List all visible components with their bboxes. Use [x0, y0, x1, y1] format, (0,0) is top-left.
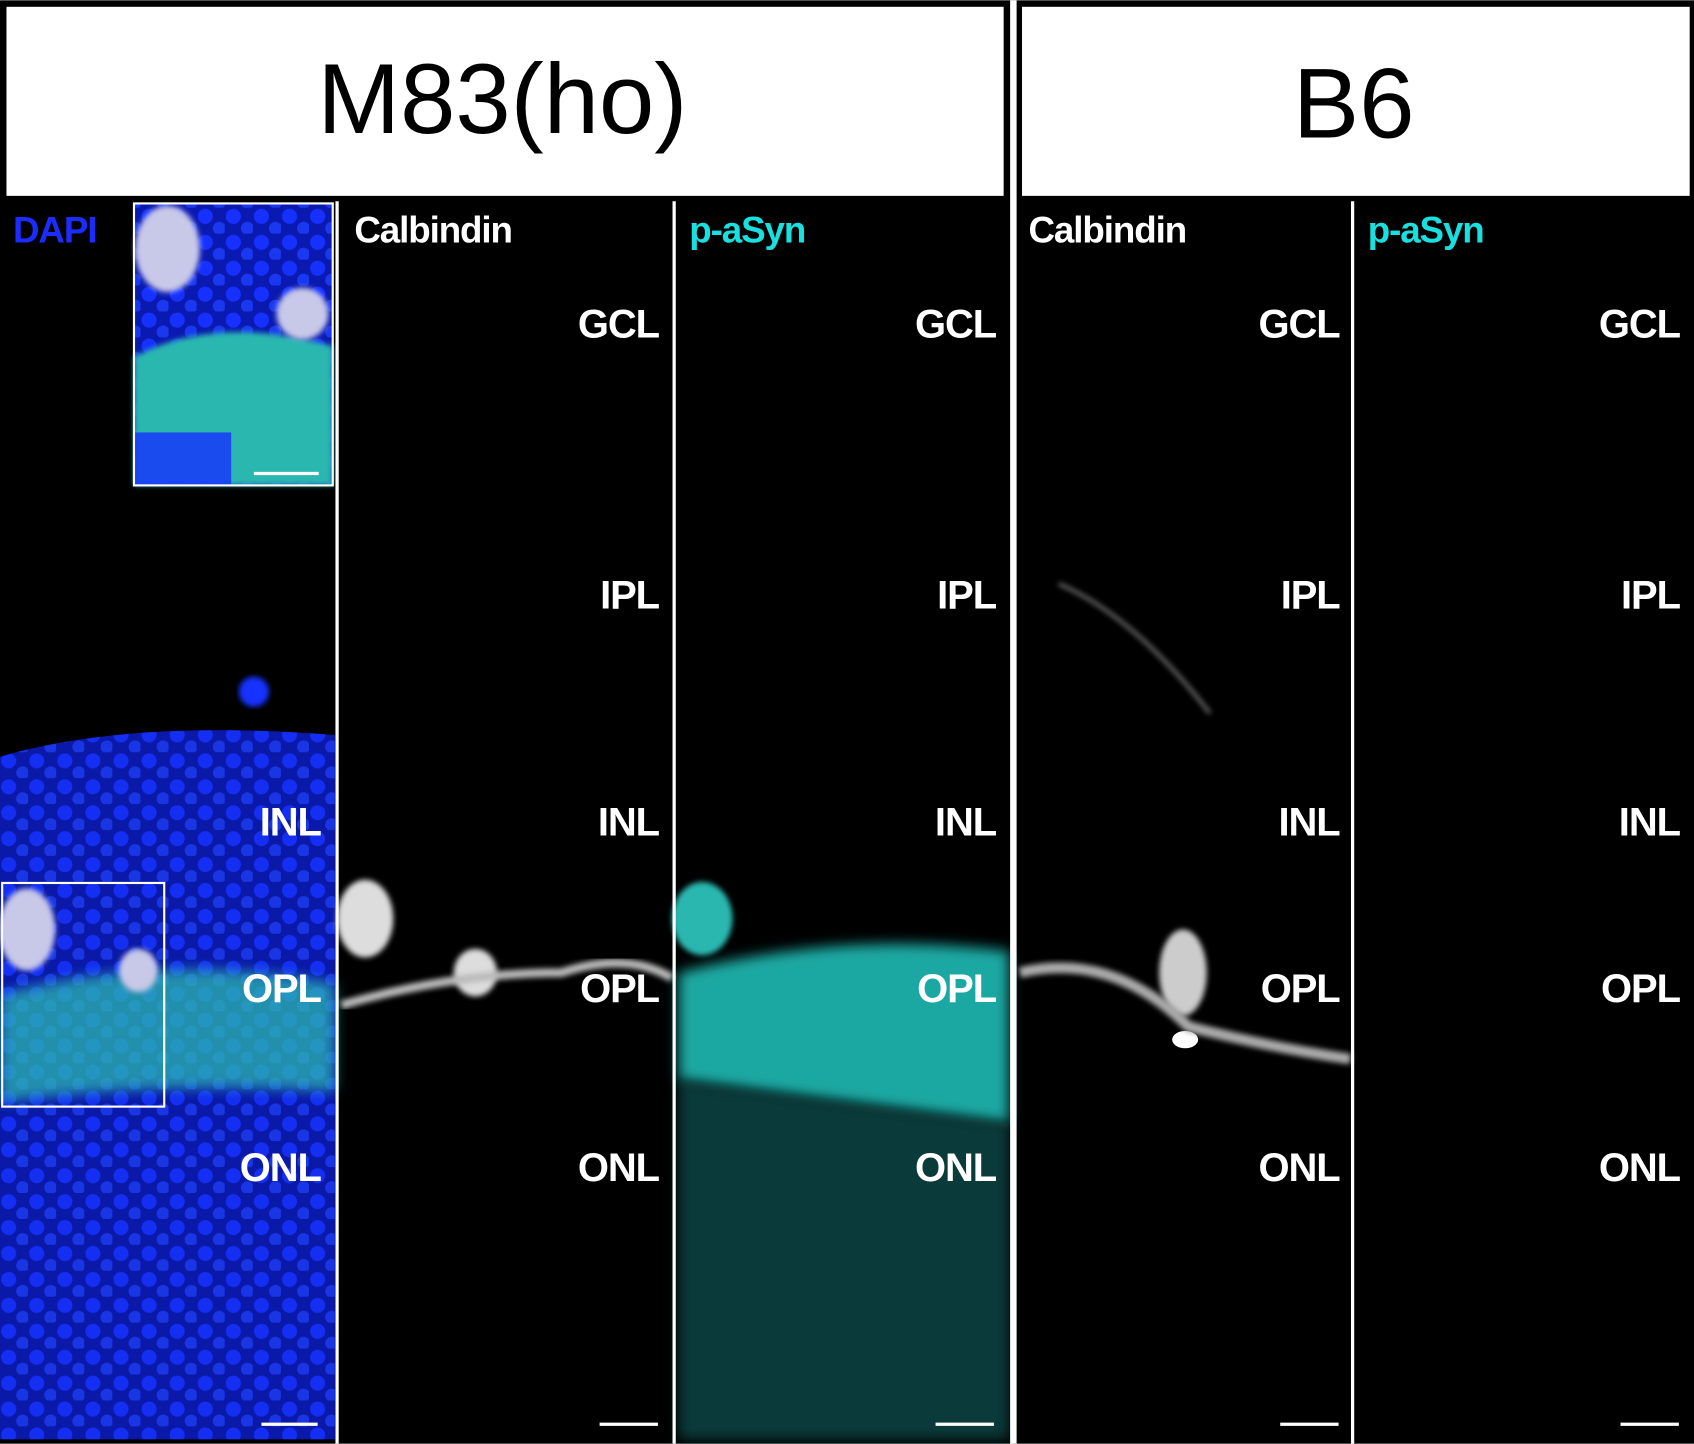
layer-label: GCL — [578, 302, 660, 346]
layer-label: GCL — [1259, 302, 1341, 346]
channel-label: Calbindin — [354, 209, 512, 250]
image-panel — [337, 879, 675, 1426]
layer-label: IPL — [1281, 574, 1341, 618]
channel-label: DAPI — [13, 209, 96, 250]
layer-label: ONL — [240, 1146, 322, 1190]
layer-label: OPL — [1601, 967, 1681, 1011]
layer-label: IPL — [1621, 574, 1681, 618]
layer-label: ONL — [1599, 1146, 1681, 1190]
layer-label: OPL — [1261, 967, 1341, 1011]
channel-label: p-aSyn — [689, 209, 805, 250]
layer-label: IPL — [600, 574, 660, 618]
layer-label: INL — [1619, 800, 1681, 844]
layer-label: OPL — [580, 967, 660, 1011]
layer-label: OPL — [242, 967, 322, 1011]
layer-label: ONL — [1259, 1146, 1341, 1190]
channel-label: p-aSyn — [1368, 209, 1484, 250]
panel-divider — [335, 201, 1355, 1444]
image-panel — [1018, 582, 1352, 1426]
image-panel — [671, 881, 1010, 1440]
layer-label: INL — [1278, 800, 1340, 844]
header-box — [6, 6, 1004, 196]
layer-label: GCL — [1599, 302, 1681, 346]
layer-label: INL — [935, 800, 997, 844]
layer-label: INL — [260, 800, 322, 844]
layer-labels: GCL IPL INL OPL ONL GCL IPL INL OPL ONL GCL IPL INL O… — [578, 302, 1682, 1190]
layer-label: IPL — [937, 574, 997, 618]
layer-label: ONL — [578, 1146, 660, 1190]
layer-label: INL — [598, 800, 660, 844]
group-divider — [1010, 0, 1017, 1444]
layer-label: OPL — [917, 967, 997, 1011]
header-box — [1022, 6, 1690, 196]
layer-label: ONL — [915, 1146, 997, 1190]
image-panel — [0, 202, 335, 1440]
group-title: B6 — [1293, 49, 1415, 160]
layer-label: GCL — [915, 302, 997, 346]
group-title: M83(ho) — [317, 44, 687, 155]
channel-label: Calbindin — [1028, 209, 1186, 250]
